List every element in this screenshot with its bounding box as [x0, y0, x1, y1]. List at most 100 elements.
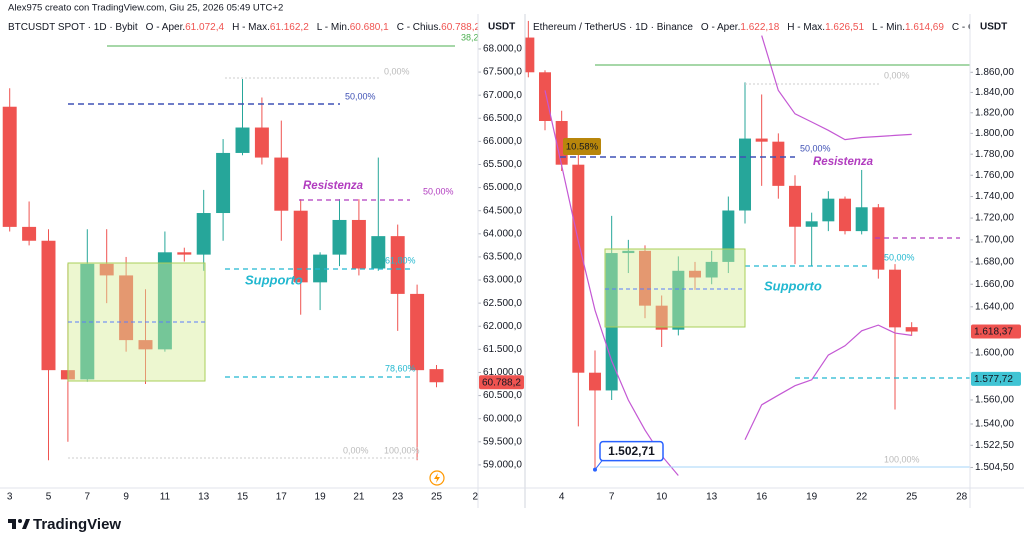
fib-label: 50,00%: [800, 143, 831, 153]
y-tick-label: 62.500,0: [483, 298, 522, 309]
y-tick-label: 1.522,50: [975, 440, 1014, 451]
legend-key: C - Chius.: [952, 22, 996, 33]
price-label: 1.577,72: [974, 374, 1013, 385]
x-tick-label: 21: [353, 492, 365, 503]
x-tick-label: 15: [237, 492, 249, 503]
candle-body: [789, 185, 802, 227]
price-label-box: [971, 324, 1021, 339]
y-tick-label: 1.840,00: [975, 87, 1014, 98]
y-tick-label: 1.680,00: [975, 257, 1014, 268]
candle-body: [639, 250, 652, 306]
logo-text: TradingView: [33, 516, 121, 533]
x-tick-label: 13: [706, 492, 718, 503]
legend-key: H - Max.: [232, 22, 270, 33]
candle-body: [177, 252, 192, 255]
candle-body: [772, 141, 785, 186]
y-tick-label: 1.600,00: [975, 347, 1014, 358]
legend-key: L - Min.: [317, 22, 350, 33]
indicator-line: [761, 35, 912, 141]
x-tick-label: 19: [315, 492, 327, 503]
price-label: 60.788,2: [482, 377, 521, 388]
y-tick-label: 1.700,00: [975, 235, 1014, 246]
x-tick-label: 7: [85, 492, 91, 503]
fib-label: 100,00%: [884, 454, 920, 464]
candle-body: [572, 164, 585, 373]
candle-body: [332, 219, 347, 255]
legend-value: 1.626,51: [825, 22, 864, 33]
y-tick-label: 1.660,00: [975, 279, 1014, 290]
fib-label: 50,00%: [423, 186, 454, 196]
candle-body: [539, 72, 552, 121]
y-tick-label: 1.760,00: [975, 170, 1014, 181]
y-tick-label: 1.560,00: [975, 395, 1014, 406]
symbol-title: Ethereum / TetherUS · 1D · Binance: [533, 22, 693, 33]
callout-point: [593, 467, 597, 472]
candle-body: [905, 327, 918, 332]
x-tick-label: 11: [160, 492, 171, 503]
candle-body: [196, 213, 211, 255]
callout-label: 1.502,71: [608, 444, 655, 458]
x-tick-label: 4: [559, 492, 565, 503]
candle-body: [839, 198, 852, 232]
candle-body: [216, 152, 231, 214]
candle-body: [293, 210, 308, 283]
range-box: [604, 248, 746, 328]
y-tick-label: 1.540,00: [975, 419, 1014, 430]
x-tick-label: 16: [756, 492, 768, 503]
x-tick-label: 10: [656, 492, 668, 503]
legend-value: 61.162,2: [270, 22, 309, 33]
axis-unit: USDT: [980, 22, 1007, 33]
candle-body: [855, 207, 868, 232]
y-tick-label: 1.640,00: [975, 301, 1014, 312]
y-tick-label: 1.800,00: [975, 128, 1014, 139]
candle-body: [313, 254, 328, 283]
y-tick-label: 60.500,0: [483, 390, 522, 401]
annotation: Resistenza: [303, 180, 364, 192]
y-tick-label: 1.740,00: [975, 191, 1014, 202]
y-tick-label: 65.000,0: [483, 182, 522, 193]
x-tick-label: 2: [473, 492, 479, 503]
candle-body: [2, 106, 17, 227]
candle-body: [157, 252, 172, 350]
candle-body: [605, 253, 618, 391]
candle-body: [371, 236, 386, 269]
legend-value: 1.622,18: [740, 22, 779, 33]
y-tick-label: 1.860,00: [975, 67, 1014, 78]
symbol-legend: BTCUSDT SPOT · 1D · Bybit O - Aper.61.072…: [8, 22, 563, 33]
candle-body: [689, 270, 702, 278]
y-tick-label: 62.000,0: [483, 321, 522, 332]
annotation: Supporto: [764, 278, 822, 293]
candle-body: [99, 263, 114, 276]
legend-value: 1.614,69: [905, 22, 944, 33]
fib-label: 38,2: [461, 32, 479, 42]
x-tick-label: 9: [123, 492, 129, 503]
candle-body: [822, 198, 835, 222]
legend-key: H - Max.: [787, 22, 825, 33]
y-tick-label: 1.820,00: [975, 107, 1014, 118]
y-tick-label: 1.504,50: [975, 462, 1014, 473]
candle-body: [235, 127, 250, 153]
logo-mark: [18, 519, 22, 523]
fib-label: 61,80%: [385, 255, 416, 265]
y-tick-label: 66.000,0: [483, 136, 522, 147]
candle-body: [525, 37, 535, 73]
x-tick-label: 7: [609, 492, 615, 503]
legend-key: C - Chius.: [397, 22, 441, 33]
plot-area: [525, 20, 918, 476]
candle-body: [351, 219, 366, 269]
axes: USDT 1.504,50 1.522,50 1.540,00 1.560,00 1.60…: [559, 22, 1021, 503]
axis-unit: USDT: [488, 22, 515, 33]
price-label: 1.618,37: [974, 327, 1013, 338]
candle-body: [22, 226, 37, 241]
x-tick-label: 28: [956, 492, 968, 503]
y-tick-label: 68.000,0: [483, 44, 522, 55]
candle-body: [739, 138, 752, 211]
y-tick-label: 60.000,0: [483, 413, 522, 424]
y-tick-label: 66.500,0: [483, 113, 522, 124]
candle-body: [410, 293, 425, 371]
x-tick-label: 17: [276, 492, 288, 503]
percent-badge: [563, 138, 601, 155]
percent-badge-label: 10.58%: [566, 142, 599, 153]
candle-body: [138, 340, 153, 350]
